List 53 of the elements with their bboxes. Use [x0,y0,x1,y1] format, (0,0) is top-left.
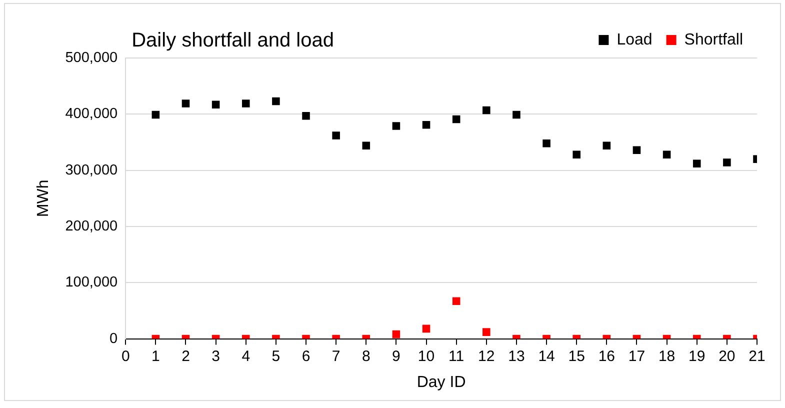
x-tick-label: 13 [508,348,525,365]
point [572,150,580,158]
point [723,158,731,166]
x-tick-label: 2 [182,348,190,365]
point [182,100,190,108]
point [362,142,370,150]
point [332,132,340,140]
y-tick-label: 100,000 [65,274,118,291]
x-tick-label: 1 [152,348,160,365]
y-tick-label: 400,000 [65,106,118,122]
point [512,110,520,119]
x-tick-label: 19 [688,348,706,365]
x-tick-label: 21 [748,348,766,365]
y-tick-label: 200,000 [65,218,118,234]
point [662,150,671,158]
x-tick-label: 17 [628,348,646,365]
x-tick-label: 8 [362,348,370,365]
y-axis-title: MWh [35,180,52,218]
x-tick-label: 3 [212,348,220,365]
point [152,110,160,119]
x-tick-label: 18 [658,348,676,365]
legend-label: Shortfall [684,31,744,48]
x-tick-label: 0 [121,348,130,365]
x-tick-label: 14 [538,348,555,365]
point [212,100,220,108]
chart-title: Daily shortfall and load [132,30,334,52]
x-tick-label: 10 [418,348,435,365]
point [692,160,701,168]
point [272,97,280,106]
x-tick-label: 5 [272,348,280,365]
point [302,112,310,120]
x-tick-label: 4 [242,348,250,365]
y-tick-label: 0 [110,330,118,347]
point [542,139,550,148]
x-axis-title: Day ID [416,374,466,391]
x-tick-label: 7 [332,348,340,365]
y-tick-label: 500,000 [65,50,118,66]
point [602,142,611,150]
point [422,120,430,129]
point [452,115,460,124]
x-tick-label: 9 [392,348,400,365]
x-tick-label: 6 [302,348,310,365]
point [392,122,400,130]
point [632,146,641,154]
y-tick-label: 300,000 [65,162,118,178]
x-tick-label: 11 [448,348,464,365]
point [242,100,250,108]
x-tick-label: 15 [568,348,585,365]
x-tick-label: 20 [718,348,736,365]
x-tick-label: 12 [478,348,495,365]
legend-label: Load [616,31,652,48]
point [482,106,490,114]
x-tick-label: 16 [598,348,616,365]
